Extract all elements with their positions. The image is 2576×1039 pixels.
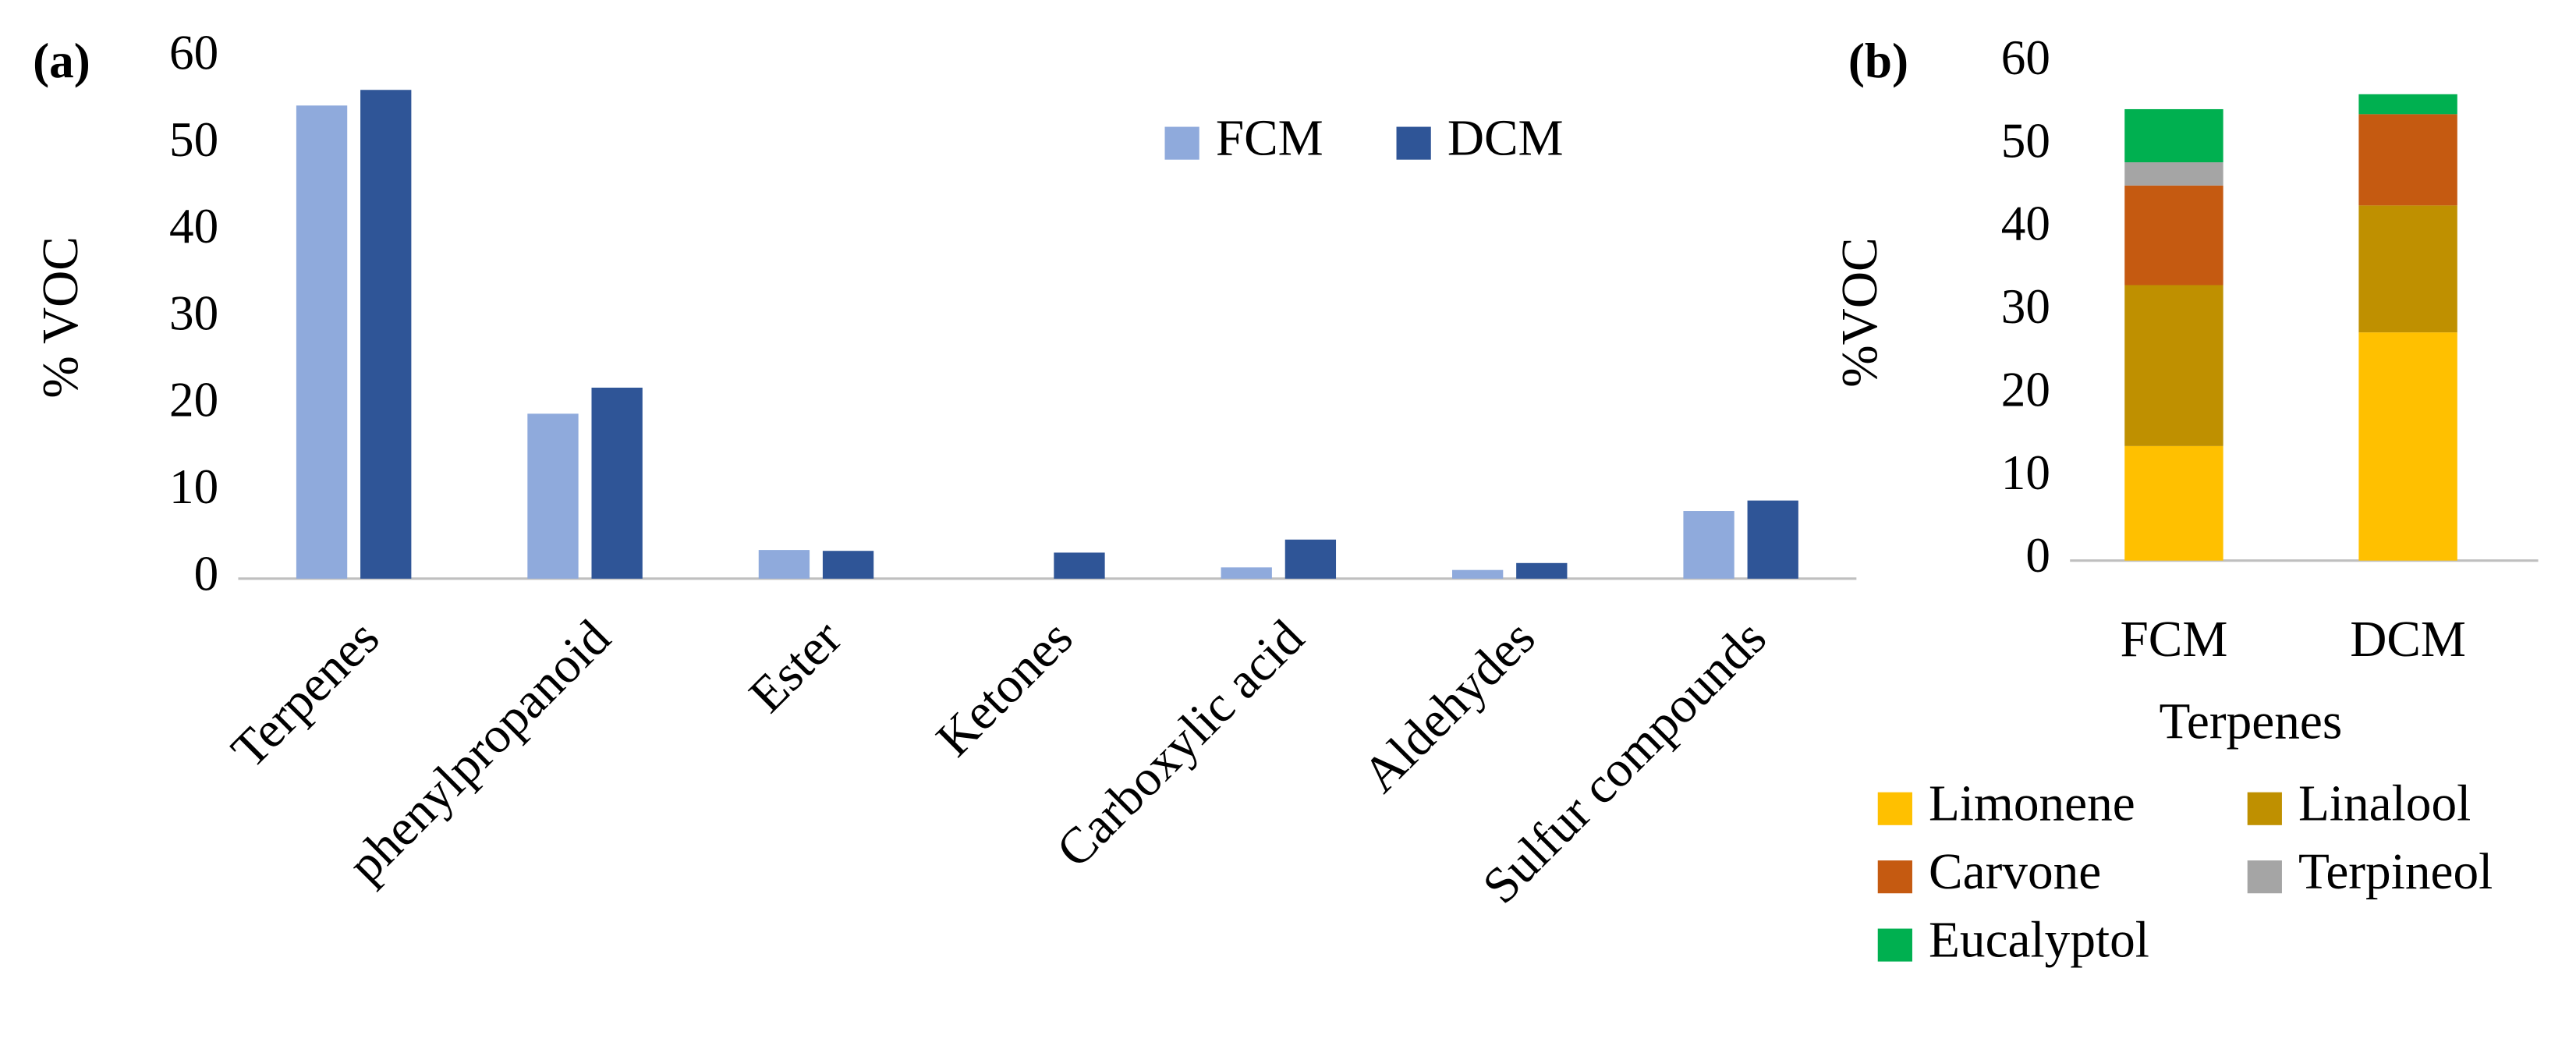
panel-label: (b) bbox=[1848, 34, 1908, 88]
legend-swatch bbox=[2247, 860, 2282, 894]
y-tick-label: 0 bbox=[2025, 528, 2050, 583]
bar bbox=[296, 105, 348, 579]
y-tick-label: 30 bbox=[169, 285, 218, 340]
y-axis-title: %VOC bbox=[1832, 237, 1888, 387]
bar-segment bbox=[2358, 332, 2457, 561]
bar-segment bbox=[2124, 185, 2223, 285]
legend-label: Carvone bbox=[1929, 844, 2101, 900]
bar bbox=[591, 387, 643, 579]
bar bbox=[1452, 569, 1504, 579]
x-tick-label: Ester bbox=[739, 609, 852, 723]
legend-label: Terpineol bbox=[2298, 844, 2493, 900]
legend-swatch bbox=[1164, 126, 1199, 160]
x-tick-label: DCM bbox=[2350, 612, 2466, 668]
bar-segment bbox=[2124, 445, 2223, 561]
y-tick-label: 40 bbox=[169, 199, 218, 254]
bar-segment bbox=[2358, 94, 2457, 115]
bar-segment bbox=[2124, 162, 2223, 186]
legend-swatch bbox=[1877, 860, 1912, 894]
y-tick-label: 10 bbox=[2001, 445, 2050, 500]
x-tick-label: FCM bbox=[2120, 612, 2227, 668]
y-tick-label: 10 bbox=[169, 459, 218, 514]
bar-segment bbox=[2124, 108, 2223, 163]
bar bbox=[1516, 562, 1568, 579]
x-tick-label: Ketones bbox=[926, 610, 1083, 768]
bar bbox=[1221, 567, 1272, 579]
legend-label: DCM bbox=[1447, 111, 1564, 167]
panel-label: (a) bbox=[33, 34, 90, 88]
legend-swatch bbox=[1877, 792, 1912, 825]
bar bbox=[1284, 539, 1337, 579]
x-axis-title: Terpenes bbox=[2160, 693, 2343, 750]
bar bbox=[1683, 511, 1734, 579]
y-tick-label: 0 bbox=[194, 546, 219, 601]
bar bbox=[758, 550, 810, 579]
legend-label: Linalool bbox=[2298, 776, 2471, 832]
y-tick-label: 30 bbox=[2001, 279, 2050, 334]
x-tick-label: Terpenes bbox=[221, 610, 390, 779]
y-tick-label: 50 bbox=[169, 112, 218, 167]
bar-segment bbox=[2124, 285, 2223, 446]
y-tick-label: 20 bbox=[2001, 362, 2050, 417]
y-tick-label: 40 bbox=[2001, 197, 2050, 251]
y-tick-label: 60 bbox=[169, 26, 218, 80]
bar-segment bbox=[2358, 205, 2457, 333]
bar bbox=[1054, 552, 1105, 579]
y-tick-label: 20 bbox=[169, 373, 218, 427]
y-tick-label: 60 bbox=[2001, 30, 2050, 85]
bar-segment bbox=[2358, 114, 2457, 206]
legend-swatch bbox=[2247, 792, 2282, 825]
x-tick-label: Aldehydes bbox=[1352, 610, 1546, 803]
legend-label: Eucalyptol bbox=[1929, 913, 2149, 969]
y-tick-label: 50 bbox=[2001, 113, 2050, 168]
legend-swatch bbox=[1396, 126, 1431, 160]
bar bbox=[527, 413, 579, 579]
legend-label: Limonene bbox=[1929, 776, 2135, 832]
legend-label: FCM bbox=[1216, 111, 1323, 167]
y-axis-title: % VOC bbox=[33, 236, 89, 398]
bar bbox=[360, 90, 412, 579]
bar bbox=[1747, 500, 1798, 579]
bar bbox=[822, 551, 874, 579]
legend-swatch bbox=[1877, 928, 1912, 962]
x-tick-label: Carboxylic acid bbox=[1046, 610, 1315, 879]
